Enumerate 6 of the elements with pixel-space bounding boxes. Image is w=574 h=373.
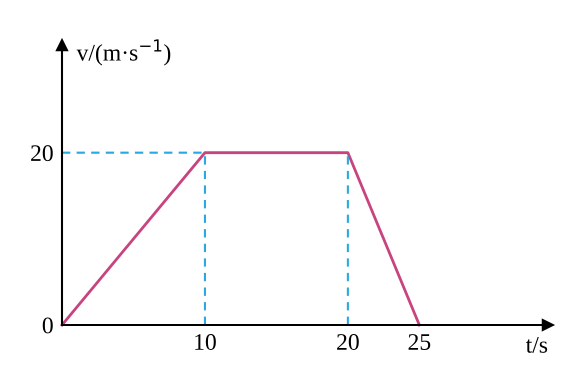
x-axis-title: t/s (526, 337, 548, 353)
x-tick-label: 10 (195, 334, 216, 350)
x-tick-label: 20 (337, 334, 359, 350)
y-tick-label: 0 (42, 317, 53, 334)
y-axis-title: v/(m·s$^{−1}$) (76, 39, 170, 66)
x-tick-label: 25 (408, 334, 430, 350)
